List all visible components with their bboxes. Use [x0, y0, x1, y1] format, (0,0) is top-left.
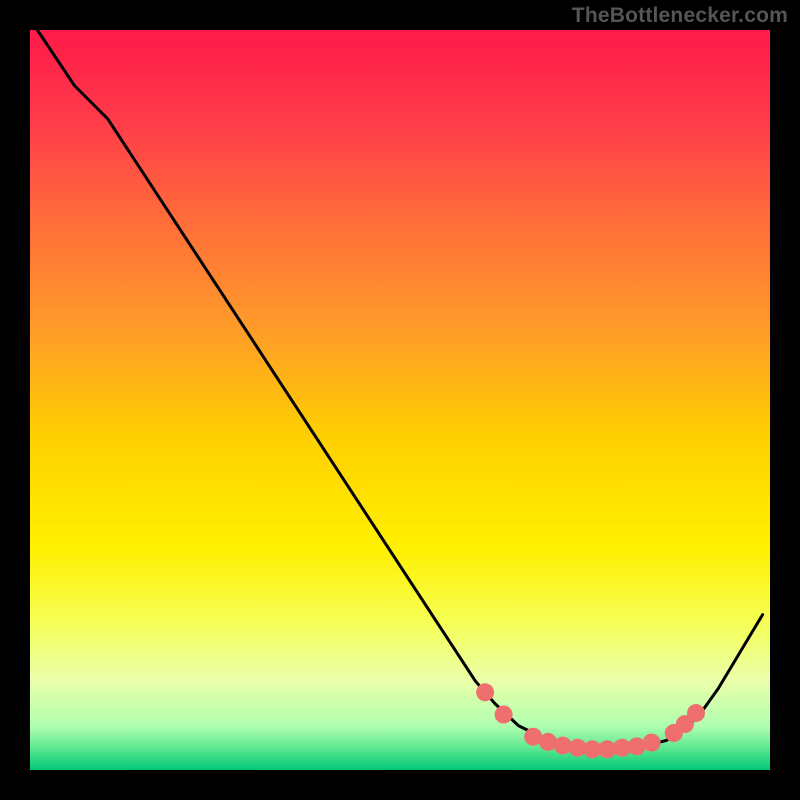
data-marker	[476, 683, 494, 701]
gradient-background	[30, 30, 770, 770]
data-marker	[495, 706, 513, 724]
watermark-text: TheBottlenecker.com	[572, 4, 788, 28]
chart-svg	[30, 30, 770, 770]
figure-root: TheBottlenecker.com	[0, 0, 800, 800]
plot-area	[30, 30, 770, 770]
data-marker	[687, 704, 705, 722]
data-marker	[643, 734, 661, 752]
